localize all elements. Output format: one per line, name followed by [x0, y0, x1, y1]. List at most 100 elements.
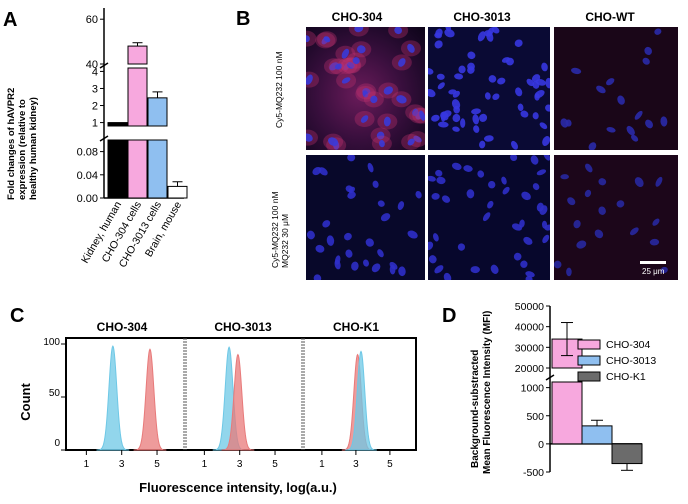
nucleus [345, 249, 353, 258]
nucleus [514, 39, 523, 47]
nucleus [407, 138, 415, 146]
y-tick-label: 20000 [515, 363, 544, 375]
nucleus [573, 219, 581, 229]
y-tick-label: 0.08 [77, 147, 98, 159]
panel-b-micrographs: B CHO-304 CHO-3013 CHO-WT Cy5-MQ232 100 … [230, 0, 688, 290]
legend-swatch [577, 339, 601, 350]
nucleus [487, 200, 494, 209]
nucleus [306, 133, 313, 142]
nucleus [479, 113, 488, 122]
nucleus [360, 115, 369, 123]
bar [147, 97, 168, 127]
nucleus [434, 40, 443, 49]
nucleus [470, 266, 480, 274]
nucleus [383, 86, 393, 95]
nucleus [347, 62, 354, 69]
y-tick-label: 40000 [515, 322, 544, 334]
nucleus [541, 220, 548, 229]
panel-a-ylabel-2: expression (relative to [17, 99, 28, 200]
nucleus [634, 177, 644, 188]
nucleus [484, 135, 494, 142]
nucleus [519, 219, 525, 228]
nucleus [488, 180, 496, 189]
nucleus [497, 77, 506, 85]
nucleus [441, 195, 451, 203]
panel-a-chart: A Fold changes of hAVPR2 expression (rel… [3, 8, 188, 270]
nucleus [513, 252, 522, 261]
nucleus [451, 99, 461, 110]
nucleus [598, 206, 606, 215]
nucleus [484, 92, 491, 100]
nucleus [376, 131, 385, 140]
nucleus [444, 28, 455, 38]
micrograph-chowt-block: 25 μm [554, 155, 678, 280]
y-tick-label: 500 [526, 411, 544, 423]
y-tick-label: 30000 [515, 342, 544, 354]
nucleus [491, 27, 500, 34]
bar [611, 443, 643, 465]
nucleus [345, 185, 354, 193]
panel-a-ylabel-3: healthy human kidney) [28, 97, 39, 200]
nucleus [605, 78, 615, 86]
x-tick-label: 1 [319, 459, 325, 470]
panel-d-ylabel-1: Background-substracted [470, 350, 481, 468]
row-label-2-line2: MQ232 30 μM [280, 213, 290, 268]
nucleus [437, 121, 449, 128]
y-tick-label: 40 [86, 59, 98, 71]
nucleus [588, 142, 597, 150]
nucleus [535, 78, 546, 86]
nucleus [560, 118, 569, 128]
nucleus [525, 271, 535, 278]
panel-d-ylabel-2: Mean Fluorescence Intensity (MFI) [482, 311, 493, 474]
y-tick-label: 1000 [521, 383, 545, 395]
nucleus [501, 176, 507, 185]
nucleus [434, 265, 444, 274]
nucleus [334, 63, 343, 70]
x-tick-label: 3 [353, 459, 359, 470]
x-tick-label: 1 [84, 459, 90, 470]
nucleus [380, 213, 391, 222]
nucleus [341, 77, 351, 84]
col-title-cho3013: CHO-3013 [453, 10, 511, 24]
nucleus [362, 90, 369, 98]
bar [167, 185, 188, 199]
panel-c-ylabel: Count [18, 383, 33, 421]
nucleus [488, 75, 497, 83]
panel-d-letter: D [442, 305, 456, 327]
nucleus [397, 201, 405, 210]
nucleus [354, 27, 364, 33]
nucleus [517, 103, 524, 112]
nucleus [554, 260, 562, 269]
nucleus [428, 67, 434, 75]
nucleus [660, 266, 668, 274]
row-label-2: Cy5-MQ232 100 nM MQ232 30 μM [270, 191, 290, 268]
legend-swatch [577, 355, 601, 366]
nucleus [570, 67, 582, 75]
cell-body [306, 30, 317, 47]
col-title-cho304: CHO-304 [331, 10, 383, 24]
histogram-cyan [345, 350, 377, 451]
nucleus [515, 87, 523, 97]
nucleus [377, 200, 385, 207]
nucleus [594, 229, 604, 239]
panel-c-ytick-50: 50 [49, 388, 61, 399]
nucleus [510, 155, 518, 162]
nucleus [344, 232, 352, 241]
nucleus [352, 57, 360, 65]
y-tick-label: 0.04 [77, 170, 98, 182]
nucleus [539, 122, 548, 130]
nucleus [642, 57, 650, 65]
micrograph-chowt-cy5 [554, 27, 678, 150]
nucleus [389, 264, 396, 275]
nucleus [370, 95, 378, 104]
bar [147, 139, 168, 199]
nucleus [440, 111, 449, 121]
nucleus [510, 140, 518, 150]
row-label-1: Cy5-MQ232 100 nM [274, 51, 284, 128]
nucleus [654, 28, 662, 35]
scale-bar-label: 25 μm [642, 267, 665, 276]
panel-a-ylabel-1: Fold changes of hAVPR2 [6, 88, 17, 200]
col-title-chowt: CHO-WT [585, 10, 635, 24]
nucleus [365, 238, 374, 247]
